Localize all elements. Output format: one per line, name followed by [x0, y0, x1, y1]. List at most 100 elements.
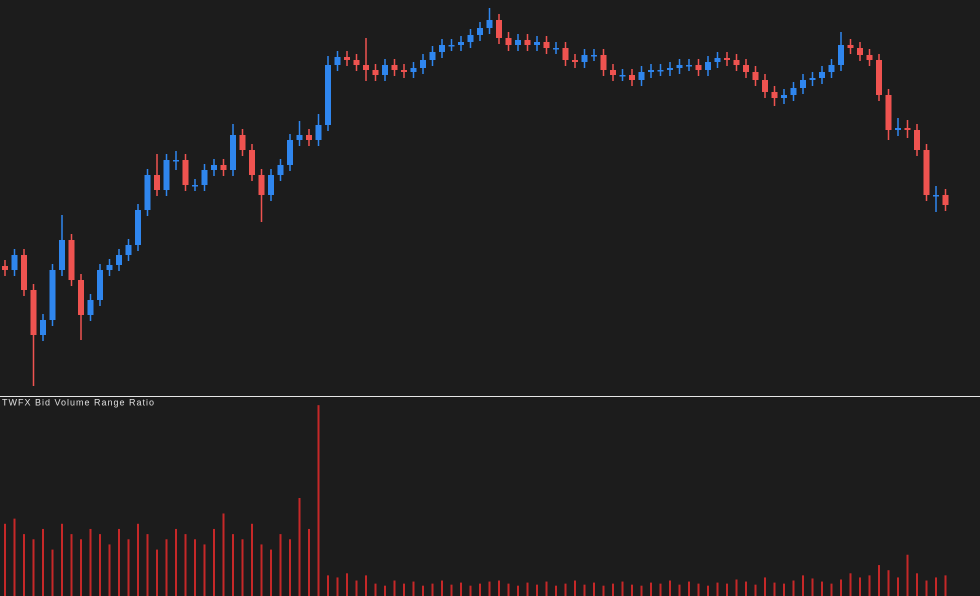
- histogram-bar: [602, 585, 605, 596]
- candle-body: [838, 45, 844, 65]
- histogram-bar: [821, 581, 823, 596]
- candle-body: [657, 70, 664, 72]
- candle-body: [287, 140, 293, 165]
- histogram-bar: [659, 583, 662, 596]
- candle-body: [477, 28, 483, 35]
- candle-body: [828, 65, 835, 72]
- histogram-bar: [241, 539, 244, 596]
- candle-body: [429, 52, 436, 60]
- candle-body: [467, 35, 474, 42]
- candle-body: [866, 55, 873, 60]
- histogram-bar: [308, 528, 310, 596]
- candle-body: [78, 280, 84, 315]
- candle-body: [116, 255, 122, 265]
- histogram-bar: [403, 583, 405, 596]
- candle-body: [268, 175, 274, 195]
- candle-body: [230, 135, 236, 170]
- histogram-bar: [165, 539, 168, 596]
- histogram-bar: [127, 539, 130, 596]
- candle-body: [391, 65, 398, 70]
- histogram-bar: [32, 539, 35, 596]
- candle-body: [144, 175, 151, 210]
- histogram-bar: [564, 583, 567, 596]
- candle-body: [277, 165, 284, 175]
- histogram-bar: [222, 513, 225, 596]
- histogram-bar: [735, 579, 738, 596]
- histogram-bar: [498, 580, 500, 596]
- candle-body: [448, 45, 455, 47]
- candle-body: [68, 240, 75, 280]
- indicator-title: TWFX Bid Volume Range Ratio: [2, 397, 155, 407]
- histogram-bar: [175, 528, 177, 596]
- histogram-bar: [289, 539, 291, 596]
- histogram-bar: [830, 583, 833, 596]
- candle-body: [771, 92, 778, 98]
- candle-body: [334, 57, 341, 65]
- histogram-bar: [184, 534, 187, 596]
- histogram-bar: [593, 582, 595, 596]
- candle-body: [895, 128, 901, 130]
- histogram-bar: [42, 528, 44, 596]
- candle-body: [790, 88, 797, 95]
- histogram-bar: [678, 584, 681, 596]
- histogram-bar: [859, 577, 861, 596]
- histogram-bar: [583, 584, 586, 596]
- histogram-bar: [650, 582, 652, 596]
- histogram-bar: [697, 583, 700, 596]
- candle-body: [59, 240, 65, 270]
- histogram-bar: [878, 565, 880, 596]
- histogram-bar: [707, 585, 709, 596]
- candle-body: [733, 60, 740, 65]
- histogram-bar: [89, 528, 92, 596]
- histogram-bar: [346, 573, 348, 596]
- histogram-bar: [887, 570, 890, 596]
- histogram-bar: [146, 534, 149, 596]
- histogram-bar: [365, 575, 367, 596]
- histogram-bar: [479, 583, 481, 596]
- histogram-bar: [897, 577, 899, 596]
- histogram-bar: [517, 585, 519, 596]
- histogram-bar: [925, 580, 928, 596]
- candle-body: [192, 185, 198, 187]
- candle-body: [524, 40, 531, 45]
- histogram-bar: [203, 544, 206, 596]
- histogram-bar: [317, 405, 320, 596]
- candle-body: [420, 60, 426, 68]
- candle-body: [933, 195, 939, 197]
- histogram-bar: [811, 578, 814, 596]
- histogram-bar: [631, 584, 633, 596]
- candle-body: [534, 42, 540, 45]
- candle-body: [562, 48, 569, 60]
- candle-body: [515, 40, 521, 45]
- histogram-bar: [460, 582, 462, 596]
- candle-body: [819, 72, 825, 78]
- candle-body: [496, 20, 502, 38]
- histogram-bar: [51, 549, 54, 596]
- candle-body: [382, 65, 388, 75]
- candle-body: [401, 70, 407, 72]
- histogram-bar: [783, 583, 785, 596]
- candle-body: [154, 175, 160, 190]
- candle-body: [942, 195, 949, 205]
- candle-body: [296, 135, 303, 140]
- candle-body: [353, 60, 360, 65]
- candle-body: [163, 160, 170, 190]
- candle-body: [705, 62, 711, 70]
- histogram-bar: [23, 534, 25, 596]
- histogram-bar: [393, 580, 396, 596]
- candle-body: [885, 95, 892, 130]
- candle-body: [857, 48, 863, 55]
- candle-body: [543, 42, 550, 48]
- histogram-bar: [555, 585, 557, 596]
- candle-body: [667, 68, 673, 70]
- histogram-bar: [298, 498, 301, 596]
- histogram-bar: [469, 585, 472, 596]
- histogram-bar: [156, 549, 158, 596]
- histogram-bar: [688, 581, 690, 596]
- histogram-bar: [422, 585, 424, 596]
- candle-body: [21, 255, 27, 290]
- histogram-bar: [935, 577, 937, 596]
- candle-body: [40, 320, 46, 335]
- candle-body: [315, 125, 322, 140]
